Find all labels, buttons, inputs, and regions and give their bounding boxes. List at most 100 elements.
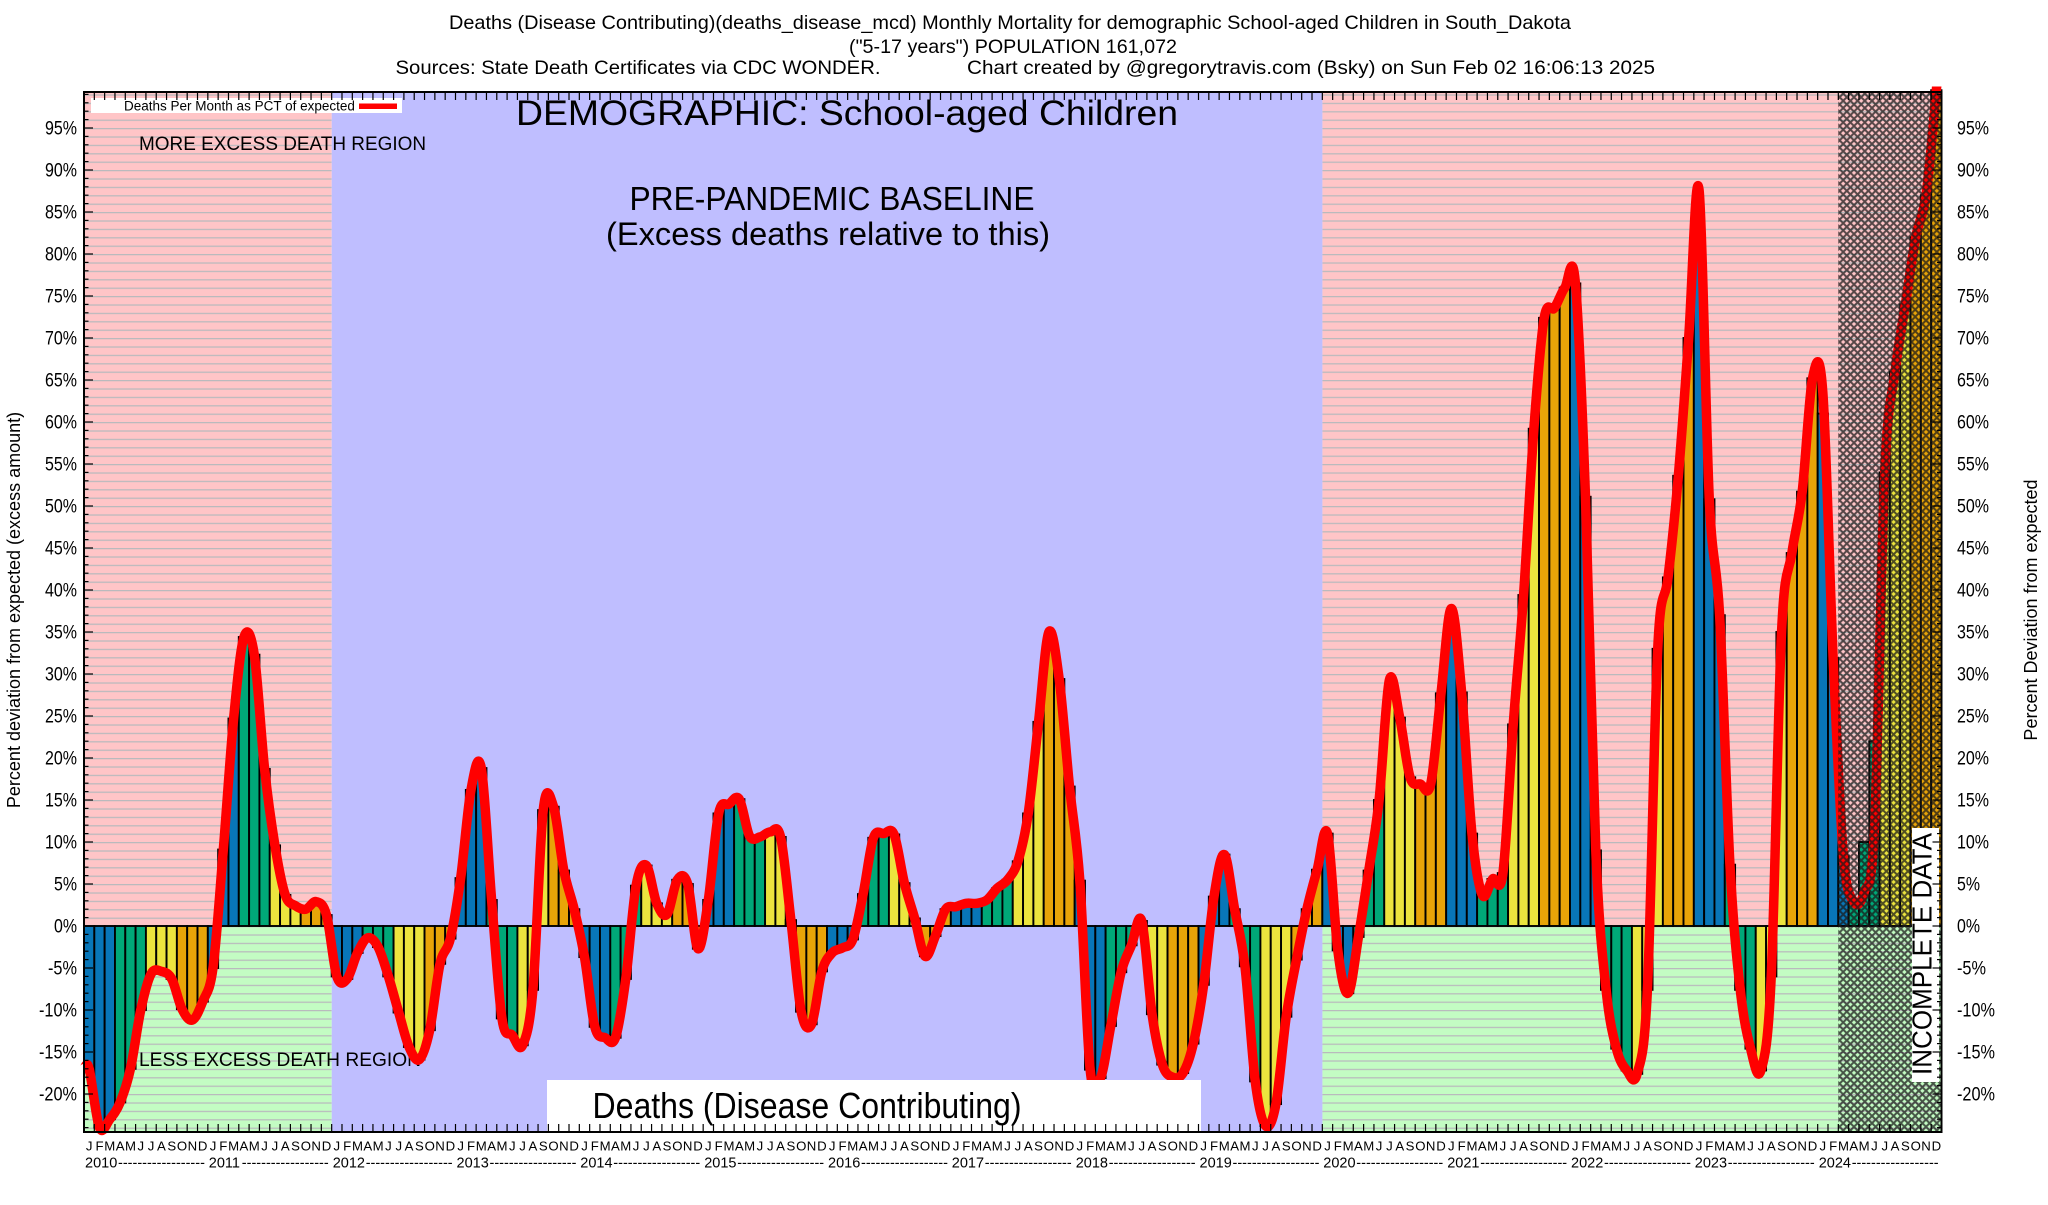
svg-text:M: M	[249, 1139, 260, 1154]
svg-text:A: A	[735, 1139, 744, 1154]
svg-text:J: J	[1324, 1139, 1331, 1154]
svg-text:45%: 45%	[1957, 539, 1989, 560]
svg-text:F: F	[715, 1139, 723, 1154]
svg-text:45%: 45%	[45, 539, 77, 560]
svg-text:N: N	[1797, 1139, 1807, 1154]
svg-text:M: M	[1590, 1139, 1601, 1154]
svg-text:2016: 2016	[828, 1156, 860, 1172]
svg-text:60%: 60%	[45, 413, 77, 434]
svg-text:D: D	[1808, 1139, 1818, 1154]
svg-text:J: J	[643, 1139, 650, 1154]
svg-text:M: M	[1838, 1139, 1849, 1154]
svg-text:PRE-PANDEMIC BASELINE: PRE-PANDEMIC BASELINE	[630, 180, 1035, 217]
svg-text:A: A	[1230, 1139, 1239, 1154]
svg-text:30%: 30%	[45, 665, 77, 686]
svg-text:------------------: ------------------	[737, 1156, 824, 1172]
svg-text:A: A	[405, 1139, 414, 1154]
svg-text:O: O	[548, 1139, 558, 1154]
svg-text:------------------: ------------------	[985, 1156, 1072, 1172]
svg-text:2017: 2017	[952, 1156, 984, 1172]
svg-text:80%: 80%	[1957, 245, 1989, 266]
svg-text:D: D	[1436, 1139, 1446, 1154]
svg-text:F: F	[1829, 1139, 1837, 1154]
svg-text:J: J	[829, 1139, 836, 1154]
svg-text:J: J	[953, 1139, 960, 1154]
svg-text:F: F	[591, 1139, 599, 1154]
svg-text:F: F	[1458, 1139, 1466, 1154]
svg-text:J: J	[334, 1139, 341, 1154]
svg-text:D: D	[198, 1139, 208, 1154]
svg-text:S: S	[1158, 1139, 1167, 1154]
svg-text:-15%: -15%	[39, 1043, 77, 1064]
svg-text:J: J	[705, 1139, 712, 1154]
svg-text:2018: 2018	[1076, 1156, 1108, 1172]
svg-text:25%: 25%	[1957, 707, 1989, 728]
svg-text:N: N	[1674, 1139, 1684, 1154]
svg-text:J: J	[880, 1139, 887, 1154]
svg-text:20%: 20%	[45, 749, 77, 770]
svg-text:D: D	[322, 1139, 332, 1154]
svg-text:30%: 30%	[1957, 665, 1989, 686]
svg-text:A: A	[611, 1139, 620, 1154]
svg-text:95%: 95%	[1957, 119, 1989, 140]
svg-text:70%: 70%	[1957, 329, 1989, 350]
svg-text:A: A	[1726, 1139, 1735, 1154]
svg-text:50%: 50%	[45, 497, 77, 518]
svg-text:O: O	[1415, 1139, 1425, 1154]
svg-text:80%: 80%	[45, 245, 77, 266]
svg-text:J: J	[1262, 1139, 1269, 1154]
svg-text:2022: 2022	[1571, 1156, 1603, 1172]
svg-text:A: A	[487, 1139, 496, 1154]
svg-text:J: J	[1572, 1139, 1579, 1154]
svg-text:J: J	[457, 1139, 464, 1154]
svg-text:F: F	[467, 1139, 475, 1154]
svg-text:M: M	[1714, 1139, 1725, 1154]
svg-text:A: A	[1849, 1139, 1858, 1154]
svg-text:O: O	[177, 1139, 187, 1154]
svg-text:2024: 2024	[1819, 1156, 1851, 1172]
svg-text:65%: 65%	[1957, 371, 1989, 392]
svg-text:-10%: -10%	[39, 1001, 77, 1022]
svg-text:2014: 2014	[580, 1156, 612, 1172]
svg-text:M: M	[1487, 1139, 1498, 1154]
svg-text:2010: 2010	[85, 1156, 117, 1172]
svg-text:0%: 0%	[1957, 917, 1980, 938]
svg-text:LESS EXCESS DEATH REGION: LESS EXCESS DEATH REGION	[139, 1050, 421, 1071]
svg-text:J: J	[519, 1139, 526, 1154]
svg-text:S: S	[1653, 1139, 1662, 1154]
svg-text:S: S	[1406, 1139, 1415, 1154]
svg-text:40%: 40%	[45, 581, 77, 602]
svg-text:M: M	[104, 1139, 115, 1154]
svg-text:F: F	[962, 1139, 970, 1154]
svg-text:(Excess deaths relative to thi: (Excess deaths relative to this)	[606, 216, 1050, 252]
svg-text:------------------: ------------------	[1356, 1156, 1443, 1172]
svg-text:A: A	[1519, 1139, 1528, 1154]
svg-text:S: S	[539, 1139, 548, 1154]
svg-text:M: M	[1095, 1139, 1106, 1154]
svg-text:O: O	[1787, 1139, 1797, 1154]
svg-text:Sources: State Death Certifica: Sources: State Death Certificates via CD…	[396, 57, 881, 79]
svg-text:J: J	[757, 1139, 764, 1154]
svg-text:S: S	[1529, 1139, 1538, 1154]
svg-text:2021: 2021	[1447, 1156, 1479, 1172]
svg-text:S: S	[291, 1139, 300, 1154]
svg-text:M: M	[476, 1139, 487, 1154]
svg-text:35%: 35%	[1957, 623, 1989, 644]
svg-text:DEMOGRAPHIC: School-aged Child: DEMOGRAPHIC: School-aged Children	[516, 94, 1178, 133]
svg-text:D: D	[941, 1139, 951, 1154]
svg-text:M: M	[1363, 1139, 1374, 1154]
svg-text:------------------: ------------------	[1604, 1156, 1691, 1172]
svg-text:S: S	[1034, 1139, 1043, 1154]
svg-text:J: J	[1500, 1139, 1507, 1154]
svg-text:D: D	[1560, 1139, 1570, 1154]
svg-text:50%: 50%	[1957, 497, 1989, 518]
svg-text:J: J	[1077, 1139, 1084, 1154]
svg-text:Deaths (Disease Contributing): Deaths (Disease Contributing)	[593, 1085, 1022, 1126]
svg-text:J: J	[148, 1139, 155, 1154]
svg-text:A: A	[116, 1139, 125, 1154]
svg-text:J: J	[1128, 1139, 1135, 1154]
svg-text:J: J	[1881, 1139, 1888, 1154]
svg-text:Percent Deviation from expecte: Percent Deviation from expected	[2021, 479, 2041, 740]
svg-text:N: N	[1178, 1139, 1188, 1154]
svg-text:J: J	[891, 1139, 898, 1154]
